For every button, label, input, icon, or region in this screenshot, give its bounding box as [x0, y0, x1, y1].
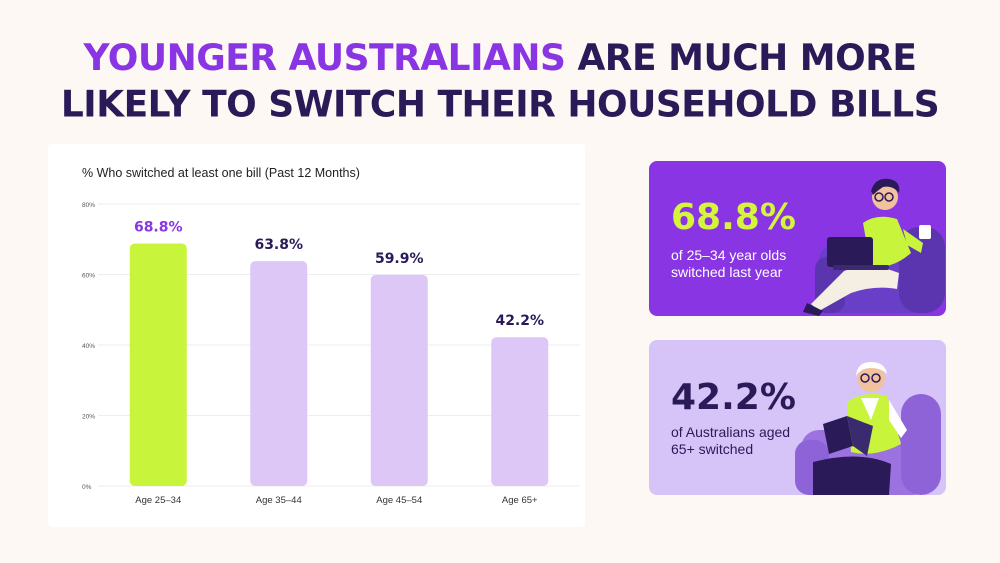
y-tick-label: 60% [82, 273, 95, 280]
bar [129, 243, 187, 486]
data-label: 42.2% [495, 313, 544, 329]
x-tick-label: Age 45–54 [376, 495, 422, 506]
bar [250, 261, 308, 486]
stat-desc-young: of 25–34 year olds switched last year [671, 247, 787, 280]
stat-card-senior: 42.2% of Australians aged 65+ switched [649, 340, 946, 495]
headline-line1-rest: ARE MUCH MORE [565, 37, 917, 79]
elderly-man-reading-icon [795, 362, 941, 495]
bar [370, 274, 428, 486]
young-man-with-laptop-icon [803, 178, 945, 316]
data-label: 68.8% [134, 219, 183, 235]
y-tick-label: 20% [82, 414, 95, 421]
y-tick-label: 80% [82, 202, 95, 209]
chart-card: % Who switched at least one bill (Past 1… [48, 144, 585, 527]
y-tick-label: 0% [82, 484, 92, 491]
headline: YOUNGER AUSTRALIANS ARE MUCH MORE LIKELY… [0, 35, 1000, 129]
headline-highlight: YOUNGER AUSTRALIANS [83, 37, 566, 79]
headline-line2: LIKELY TO SWITCH THEIR HOUSEHOLD BILLS [60, 84, 940, 126]
bar [491, 337, 549, 486]
stat-value-young: 68.8% [671, 197, 796, 238]
stat-card-young: 68.8% of 25–34 year olds switched last y… [649, 161, 946, 316]
x-tick-label: Age 35–44 [256, 495, 302, 506]
y-tick-label: 40% [82, 343, 95, 350]
stat-value-senior: 42.2% [671, 377, 796, 418]
data-label: 63.8% [254, 237, 303, 253]
stat-desc-senior: of Australians aged 65+ switched [671, 424, 791, 457]
bar-chart: 0% 20% 40% 60% 80% 68.8% Age 25–34 63.8% Age 35–… [82, 202, 580, 506]
data-label: 59.9% [375, 251, 424, 267]
x-tick-label: Age 25–34 [135, 495, 181, 506]
x-tick-label: Age 65+ [502, 495, 538, 506]
chart-title: % Who switched at least one bill (Past 1… [82, 166, 360, 180]
